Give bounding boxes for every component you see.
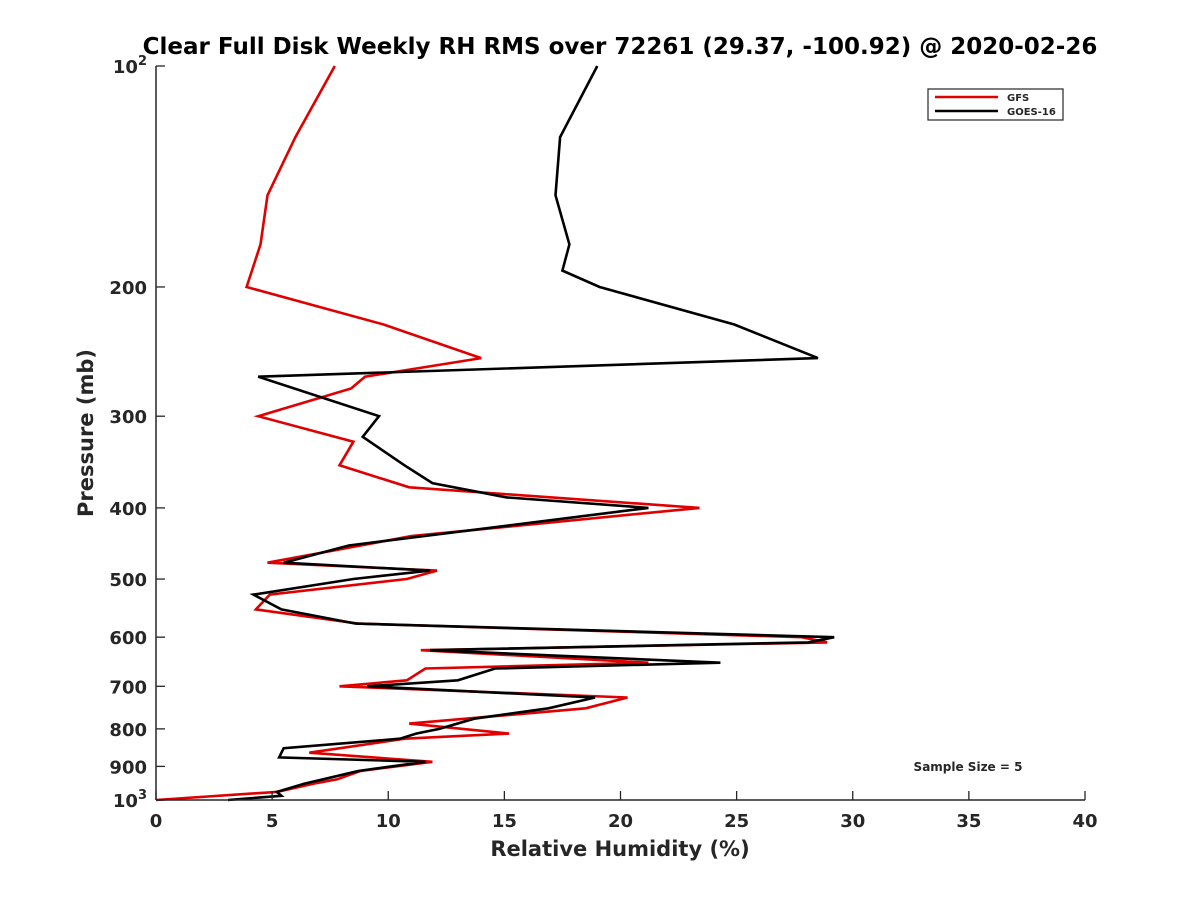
legend: GFS GOES-16 bbox=[927, 88, 1064, 121]
x-tick-label: 25 bbox=[724, 811, 749, 832]
legend-box bbox=[927, 88, 1064, 121]
y-axis-label: Pressure (mb) bbox=[74, 349, 98, 517]
x-axis-label: Relative Humidity (%) bbox=[490, 837, 749, 861]
y-tick-label: 102 bbox=[113, 54, 147, 78]
x-tick-label: 0 bbox=[150, 811, 163, 832]
x-tick-label: 15 bbox=[492, 811, 517, 832]
y-tick-label: 600 bbox=[109, 628, 147, 649]
y-tick-label: 700 bbox=[109, 677, 147, 698]
x-tick-label: 5 bbox=[266, 811, 279, 832]
legend-entry: GOES-16 bbox=[1007, 107, 1056, 118]
chart-title: Clear Full Disk Weekly RH RMS over 72261… bbox=[143, 34, 1098, 60]
x-tick-label: 40 bbox=[1072, 811, 1097, 832]
x-tick-label: 10 bbox=[376, 811, 401, 832]
y-tick-label: 500 bbox=[109, 570, 147, 591]
x-tick-label: 35 bbox=[956, 811, 981, 832]
y-tick-label: 200 bbox=[109, 278, 147, 299]
x-tick-label: 30 bbox=[840, 811, 865, 832]
y-tick-label: 800 bbox=[109, 720, 147, 741]
x-tick-label: 20 bbox=[608, 811, 633, 832]
y-tick-label: 400 bbox=[109, 499, 147, 520]
series-line-gfs bbox=[155, 65, 828, 802]
y-tick-label: 900 bbox=[109, 757, 147, 778]
plot-area: 0 5 10 15 20 25 30 35 40 102 200 300 400 500 600 700 800… bbox=[109, 54, 1097, 832]
y-tick-label: 103 bbox=[113, 788, 147, 812]
y-tick-label: 300 bbox=[109, 407, 147, 428]
legend-entry: GFS bbox=[1007, 93, 1029, 104]
sample-size-annotation: Sample Size = 5 bbox=[914, 760, 1023, 774]
series-line-goes-16 bbox=[227, 65, 835, 802]
